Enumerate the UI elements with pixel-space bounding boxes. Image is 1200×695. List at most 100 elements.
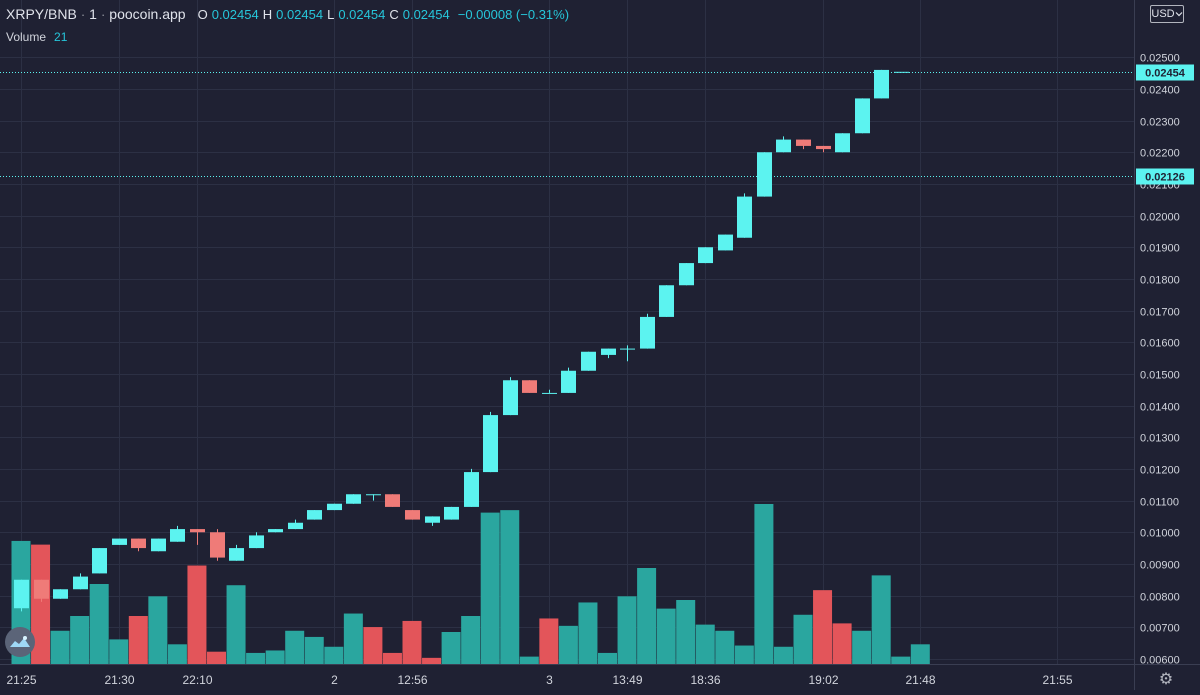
currency-label: USD — [1151, 8, 1175, 20]
x-axis-tick-label: 21:30 — [104, 673, 134, 687]
candle-body — [737, 196, 752, 238]
x-axis-tick-label: 19:02 — [808, 673, 838, 687]
y-axis-tick-label: 0.02500 — [1140, 53, 1180, 65]
y-axis-tick-label: 0.01800 — [1140, 275, 1180, 287]
volume-bar — [598, 652, 617, 664]
candle-body — [542, 392, 557, 394]
volume-bar — [382, 652, 402, 664]
candle-body — [522, 380, 537, 393]
volume-bar — [813, 590, 833, 664]
candle-body — [698, 247, 713, 264]
volume-bar — [285, 630, 305, 664]
candle-body — [483, 415, 498, 473]
volume-bar — [50, 630, 70, 664]
source-label: poocoin.app — [109, 6, 186, 22]
volume-bar — [910, 644, 930, 664]
volume-value: 21 — [54, 30, 68, 44]
volume-bar — [148, 596, 168, 664]
candle-body — [620, 348, 635, 350]
volume-bar — [304, 636, 324, 664]
candle-body — [874, 69, 889, 99]
price-line-label-box — [1136, 168, 1194, 185]
poocoin-logo-icon[interactable] — [5, 627, 35, 657]
y-axis-tick-label: 0.02000 — [1140, 212, 1180, 224]
candle-body — [307, 510, 322, 520]
candle-body — [229, 548, 244, 561]
low-value: 0.02454 — [338, 6, 386, 22]
candle-body — [346, 494, 361, 504]
x-axis-tick-label: 13:49 — [612, 673, 642, 687]
candle-body — [718, 234, 733, 251]
mountain-icon — [10, 636, 30, 647]
volume-bar — [734, 645, 754, 664]
candle-body — [776, 139, 791, 153]
candle-body — [581, 351, 596, 371]
y-axis-tick-label: 0.02200 — [1140, 148, 1180, 160]
candle-body — [679, 263, 694, 286]
volume-bar — [324, 646, 344, 664]
price-line-label: 0.02454 — [1145, 68, 1186, 80]
y-axis-tick-label: 0.01500 — [1140, 370, 1180, 382]
high-label: H — [262, 6, 273, 22]
volume-bar — [637, 568, 657, 664]
candle-body — [385, 494, 400, 507]
y-axis-tick-label: 0.00800 — [1140, 592, 1180, 604]
candle-body — [855, 98, 870, 134]
volume-bar — [70, 616, 90, 664]
candle-body — [73, 576, 88, 590]
candle-body — [210, 532, 225, 558]
volume-bar — [31, 544, 51, 664]
candle-body — [405, 510, 420, 520]
volume-bar — [832, 623, 852, 664]
volume-bar — [773, 646, 793, 664]
gear-icon[interactable]: ⚙ — [1158, 671, 1174, 688]
candle-body — [503, 380, 518, 416]
volume-bar — [891, 656, 911, 664]
volume-bar — [441, 632, 461, 664]
y-axis-tick-label: 0.00600 — [1140, 655, 1180, 667]
candle-body — [151, 538, 166, 552]
volume-label: Volume — [6, 30, 47, 44]
y-axis-tick-label: 0.01600 — [1140, 338, 1180, 350]
volume-bar — [422, 657, 442, 664]
candle-body — [757, 152, 772, 197]
volume-bar — [363, 627, 383, 664]
currency-select-button[interactable]: USD — [1150, 5, 1184, 23]
y-axis-tick-label: 0.01400 — [1140, 402, 1180, 414]
candle-body — [288, 522, 303, 530]
y-axis-tick-label: 0.02400 — [1140, 85, 1180, 97]
candle-body — [14, 579, 29, 609]
volume-bar — [578, 602, 598, 664]
volume-bar — [109, 639, 129, 664]
candle-body — [835, 133, 850, 153]
candle-body — [816, 145, 831, 150]
candle-body — [53, 589, 68, 599]
volume-legend: Volume 21 — [6, 30, 67, 44]
volume-bar — [656, 608, 676, 664]
volume-bar — [558, 625, 578, 664]
open-label: O — [197, 6, 208, 22]
candle-body — [92, 548, 107, 574]
y-axis-tick-label: 0.01300 — [1140, 433, 1180, 445]
y-axis-tick-label: 0.02300 — [1140, 117, 1180, 129]
volume-bar — [265, 650, 285, 664]
y-axis-tick-label: 0.00900 — [1140, 560, 1180, 572]
volume-bar — [539, 618, 559, 664]
candle-body — [327, 503, 342, 511]
volume-bar — [343, 613, 363, 664]
price-line-label: 0.02126 — [1145, 172, 1185, 184]
candle-body — [444, 506, 459, 520]
volume-bar — [715, 630, 735, 664]
volume-bar — [793, 614, 813, 664]
y-axis-tick-label: 0.01200 — [1140, 465, 1180, 477]
x-axis-tick-label: 3 — [546, 673, 553, 687]
separator-dot: · — [100, 6, 106, 22]
interval-label: 1 — [89, 6, 97, 22]
ohlc-legend: XRPY/BNB · 1 · poocoin.app O 0.02454 H 0.0… — [6, 6, 569, 22]
candle-body — [894, 71, 909, 73]
volume-bar — [695, 624, 715, 664]
candle-body — [268, 529, 283, 533]
